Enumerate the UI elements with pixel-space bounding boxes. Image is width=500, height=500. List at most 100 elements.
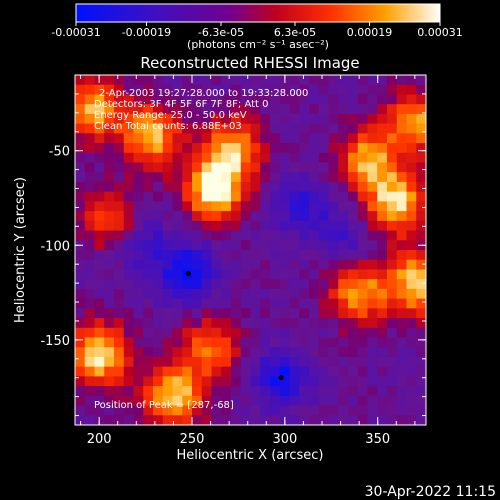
heatmap-cell [338,123,349,134]
heatmap-cell [387,395,398,407]
heatmap-cell [172,298,183,309]
heatmap-cell [250,143,261,154]
heatmap-cell [396,288,408,300]
heatmap-cell [231,327,242,339]
heatmap-cell [406,288,417,300]
heatmap-cell [231,211,242,222]
heatmap-cell [104,133,115,144]
heatmap-cell [270,133,281,144]
heatmap-cell [182,415,193,425]
heatmap-cell [260,386,271,397]
heatmap-cell [396,250,408,261]
heatmap-cell [182,395,193,407]
heatmap-cell [406,220,417,232]
heatmap-cell [192,415,203,425]
heatmap-cell [396,211,408,222]
heatmap-cell [338,395,349,407]
heatmap-cell [387,143,398,154]
x-tick-label: 250 [180,432,205,447]
heatmap-cell [328,94,339,105]
heatmap-cell [357,133,369,144]
heatmap-cell [75,386,86,397]
heatmap-cell [348,181,359,193]
heatmap-cell [289,288,300,300]
heatmap-cell [94,405,105,416]
heatmap-cell [221,269,232,280]
heatmap-cell [260,162,271,173]
heatmap-cell [123,211,135,222]
heatmap-cell [328,220,339,232]
heatmap-cell [211,230,222,241]
heatmap-cell [84,104,96,115]
heatmap-cell [377,113,388,125]
heatmap-cell [84,191,96,202]
heatmap-cell [240,133,252,144]
heatmap-cell [94,113,105,125]
heatmap-cell [114,133,125,144]
heatmap-cell [309,415,320,425]
heatmap-cell [387,269,398,280]
heatmap-cell [94,94,105,105]
heatmap-cell [172,143,183,154]
heatmap-cell [123,327,135,339]
heatmap-cell [318,250,330,261]
heatmap-cell [240,220,252,232]
heatmap-cell [104,386,115,397]
heatmap-cell [270,123,281,134]
heatmap-cell [211,250,222,261]
heatmap-cell [153,356,164,368]
heatmap-cell [75,327,86,339]
heatmap-cell [328,405,339,416]
heatmap-cell [75,308,86,319]
y-tick-label: -50 [49,145,70,160]
chart-title: Reconstructed RHESSI Image [140,54,359,72]
heatmap-cell [338,279,349,290]
heatmap-cell [114,75,125,86]
minimum-marker [278,375,284,381]
heatmap-cell [123,308,135,319]
heatmap-cell [211,191,222,202]
heatmap-cell [338,356,349,368]
heatmap-cell [279,386,291,397]
heatmap-cell [94,191,105,202]
heatmap-cell [377,356,388,368]
heatmap-cell [338,84,349,96]
heatmap-cell [231,143,242,154]
heatmap-cell [221,113,232,125]
heatmap-cell [279,201,291,212]
heatmap-cell [309,405,320,416]
heatmap-cell [104,84,115,96]
heatmap-cell [348,113,359,125]
heatmap-cell [260,84,271,96]
heatmap-cell [153,395,164,407]
heatmap-cell [104,279,115,290]
heatmap-cell [162,347,174,358]
heatmap-cell [192,152,203,164]
heatmap-cell [172,104,183,115]
heatmap-cell [94,211,105,222]
heatmap-cell [377,104,388,115]
heatmap-cell [328,347,339,358]
heatmap-cell [231,240,242,251]
heatmap-cell [416,152,426,164]
heatmap-cell [318,133,330,144]
heatmap-cell [221,162,232,173]
heatmap-cell [75,405,86,416]
heatmap-cell [357,376,369,387]
heatmap-cell [240,84,252,96]
heatmap-cell [289,386,300,397]
heatmap-cell [84,405,96,416]
heatmap-cell [221,405,232,416]
heatmap-cell [75,143,86,154]
heatmap-cell [182,230,193,241]
heatmap-cell [221,386,232,397]
heatmap-cell [270,181,281,193]
heatmap-cell [260,211,271,222]
heatmap-cell [416,75,426,86]
heatmap-cell [84,288,96,300]
heatmap-cell [192,298,203,309]
heatmap-cell [270,415,281,425]
heatmap-cell [192,356,203,368]
heatmap-cell [192,288,203,300]
heatmap-cell [143,298,154,309]
